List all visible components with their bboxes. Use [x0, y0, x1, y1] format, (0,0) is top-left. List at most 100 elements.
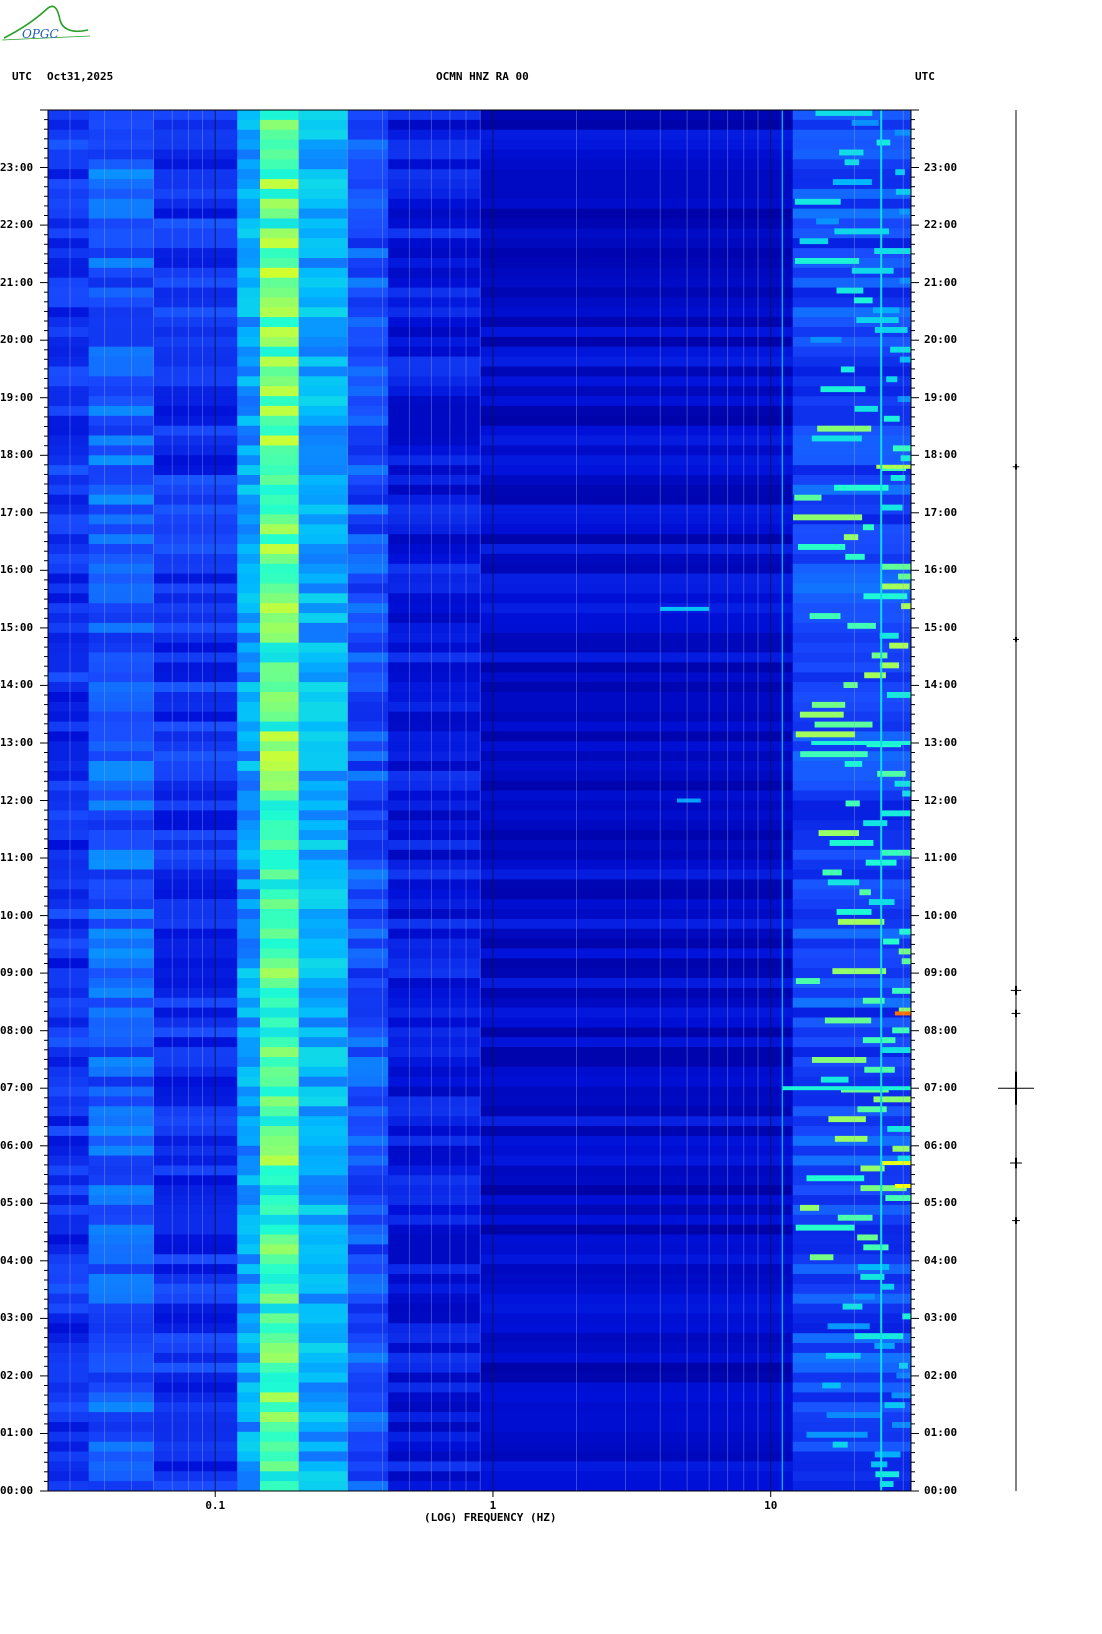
- heatmap-cell: [237, 1204, 260, 1216]
- heatmap-cell: [153, 928, 238, 940]
- heatmap-cell: [298, 1057, 348, 1068]
- heatmap-cell: [237, 810, 260, 821]
- heatmap-cell: [260, 928, 299, 940]
- heatmap-cell: [347, 277, 389, 289]
- heatmap-cell: [260, 504, 299, 515]
- heatmap-cell: [48, 1047, 89, 1058]
- heatmap-cell: [260, 1037, 299, 1048]
- heatmap-cell: [347, 997, 389, 1009]
- heatmap-cell: [347, 366, 389, 377]
- heatmap-cell: [260, 573, 299, 584]
- heatmap-cell: [48, 396, 89, 407]
- heatmap-cell: [298, 849, 348, 861]
- heatmap-cell: [347, 948, 389, 959]
- heatmap-cell: [153, 997, 238, 1009]
- heatmap-cell: [480, 958, 793, 969]
- heatmap-cell: [298, 1195, 348, 1206]
- heatmap-cell: [347, 435, 389, 446]
- heatmap-cell: [857, 1234, 878, 1241]
- heatmap-cell: [237, 504, 260, 515]
- heatmap-cell: [48, 425, 89, 437]
- heatmap-cell: [260, 810, 299, 821]
- heatmap-cell: [88, 544, 154, 555]
- heatmap-cell: [480, 751, 793, 762]
- heatmap-cell: [237, 583, 260, 594]
- heatmap-cell: [882, 1283, 895, 1290]
- heatmap-cell: [153, 938, 238, 949]
- heatmap-cell: [388, 110, 481, 121]
- heatmap-cell: [88, 879, 154, 890]
- heatmap-cell: [480, 1116, 793, 1127]
- heatmap-cell: [388, 1481, 481, 1492]
- heatmap-cell: [347, 228, 389, 239]
- heatmap-cell: [48, 938, 89, 949]
- heatmap-cell: [480, 1372, 793, 1383]
- y-tick-label-right: 01:00: [924, 1426, 958, 1440]
- heatmap-cell: [480, 879, 793, 890]
- heatmap-cell: [88, 1451, 154, 1462]
- heatmap-cell: [298, 662, 348, 673]
- heatmap-cell: [237, 297, 260, 308]
- heatmap-cell: [480, 228, 793, 239]
- heatmap-cell: [48, 465, 89, 476]
- heatmap-cell: [480, 780, 793, 792]
- heatmap-cell: [48, 1372, 89, 1383]
- heatmap-cell: [88, 692, 154, 703]
- y-tick-label-left: 22:00: [0, 218, 34, 232]
- heatmap-cell: [88, 1274, 154, 1285]
- heatmap-cell: [260, 1175, 299, 1186]
- heatmap-cell: [153, 899, 238, 910]
- heatmap-cell: [881, 563, 911, 570]
- heatmap-cell: [298, 110, 348, 121]
- heatmap-cell: [388, 238, 481, 249]
- heatmap-cell: [48, 149, 89, 160]
- heatmap-cell: [388, 267, 481, 279]
- heatmap-cell: [840, 366, 855, 373]
- heatmap-cell: [863, 1244, 889, 1251]
- heatmap-cell: [480, 820, 793, 831]
- heatmap-cell: [837, 1214, 873, 1221]
- y-tick-label-left: 21:00: [0, 275, 34, 289]
- heatmap-cell: [388, 593, 481, 604]
- heatmap-cell: [844, 159, 860, 166]
- heatmap-cell: [88, 583, 154, 594]
- heatmap-cell: [48, 997, 89, 1009]
- heatmap-cell: [792, 1441, 911, 1453]
- heatmap-cell: [388, 840, 481, 851]
- heatmap-cell: [298, 248, 348, 259]
- heatmap-cell: [298, 632, 348, 644]
- heatmap-cell: [388, 455, 481, 466]
- heatmap-cell: [347, 267, 389, 279]
- heatmap-cell: [260, 169, 299, 180]
- heatmap-cell: [48, 1204, 89, 1216]
- heatmap-cell: [237, 889, 260, 900]
- heatmap-cell: [828, 1116, 866, 1123]
- heatmap-cell: [298, 435, 348, 446]
- heatmap-cell: [237, 1234, 260, 1245]
- heatmap-cell: [388, 1422, 481, 1433]
- heatmap-cell: [88, 810, 154, 821]
- heatmap-cell: [298, 1402, 348, 1413]
- heatmap-cell: [237, 662, 260, 673]
- heatmap-cell: [237, 405, 260, 417]
- heatmap-cell: [298, 346, 348, 358]
- heatmap-cell: [856, 317, 899, 323]
- heatmap-cell: [237, 1461, 260, 1472]
- heatmap-cell: [298, 1392, 348, 1403]
- heatmap-cell: [48, 1037, 89, 1048]
- heatmap-cell: [347, 840, 389, 851]
- heatmap-cell: [480, 396, 793, 407]
- heatmap-cell: [347, 169, 389, 180]
- heatmap-cell: [153, 1274, 238, 1285]
- y-tick-label-left: 13:00: [0, 735, 34, 749]
- heatmap-cell: [347, 218, 389, 229]
- heatmap-cell: [153, 593, 238, 604]
- heatmap-cell: [347, 968, 389, 979]
- heatmap-cell: [237, 346, 260, 358]
- heatmap-cell: [88, 1431, 154, 1443]
- heatmap-cell: [237, 218, 260, 229]
- heatmap-cell: [88, 366, 154, 377]
- opgc-logo: OPGC: [1, 5, 91, 41]
- heatmap-cell: [153, 692, 238, 703]
- heatmap-cell: [237, 1116, 260, 1127]
